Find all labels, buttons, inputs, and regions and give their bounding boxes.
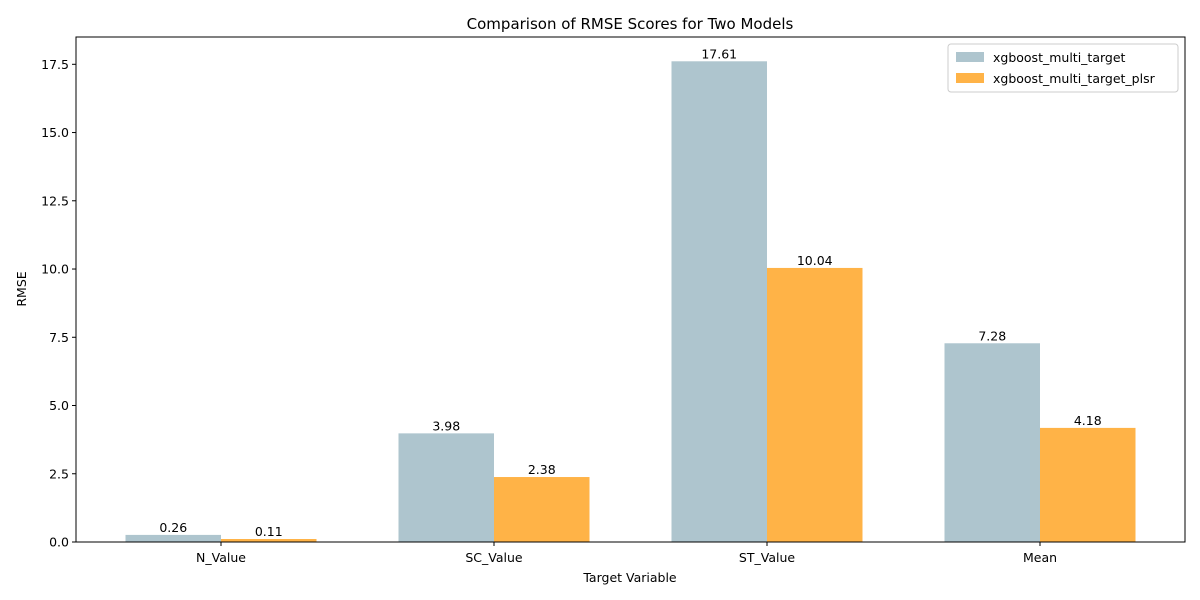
y-tick-label: 0.0: [49, 535, 69, 550]
bar-2-n-value: [221, 538, 317, 542]
data-label: 10.04: [797, 253, 833, 268]
legend-label: xgboost_multi_target: [993, 50, 1126, 65]
y-tick-label: 17.5: [41, 57, 69, 72]
legend-swatch: [956, 73, 984, 83]
data-label: 17.61: [701, 46, 737, 61]
y-tick-label: 7.5: [49, 330, 69, 345]
legend-label: xgboost_multi_target_plsr: [993, 71, 1156, 86]
x-tick-label: SC_Value: [465, 550, 523, 565]
bar-2-mean: [1040, 427, 1136, 542]
data-label: 0.26: [159, 520, 187, 535]
y-axis-label: RMSE: [14, 271, 29, 306]
y-tick-label: 10.0: [41, 262, 69, 277]
legend-box: [947, 43, 1179, 93]
y-tick-label: 15.0: [41, 125, 69, 140]
x-tick-label: ST_Value: [739, 550, 795, 565]
data-label: 4.18: [1074, 413, 1102, 428]
plot-area: 0.26 3.98 17.61 7.28 0.11 2.38 10.04 4.18 0.0 2.5…: [41, 36, 1186, 565]
data-label: 2.38: [528, 462, 556, 477]
x-tick-label: Mean: [1023, 550, 1057, 565]
x-tick-label: N_Value: [196, 550, 246, 565]
legend-swatch: [956, 52, 984, 62]
bar-1-mean: [944, 343, 1040, 542]
data-label: 0.11: [255, 524, 283, 539]
data-label: 7.28: [978, 328, 1006, 343]
legend: xgboost_multi_target xgboost_multi_target…: [947, 43, 1179, 93]
y-tick-label: 2.5: [49, 466, 69, 481]
bar-1-sc-value: [398, 433, 494, 542]
y-tick-label: 5.0: [49, 398, 69, 413]
x-axis-label: Target Variable: [582, 570, 677, 585]
y-tick-label: 12.5: [41, 193, 69, 208]
data-label: 3.98: [432, 418, 460, 433]
chart-title: Comparison of RMSE Scores for Two Models: [467, 15, 794, 33]
axes-frame: [75, 36, 1186, 543]
bar-1-n-value: [125, 534, 221, 542]
bar-2-sc-value: [494, 477, 590, 542]
bar-2-st-value: [767, 267, 863, 542]
bar-1-st-value: [671, 61, 767, 543]
